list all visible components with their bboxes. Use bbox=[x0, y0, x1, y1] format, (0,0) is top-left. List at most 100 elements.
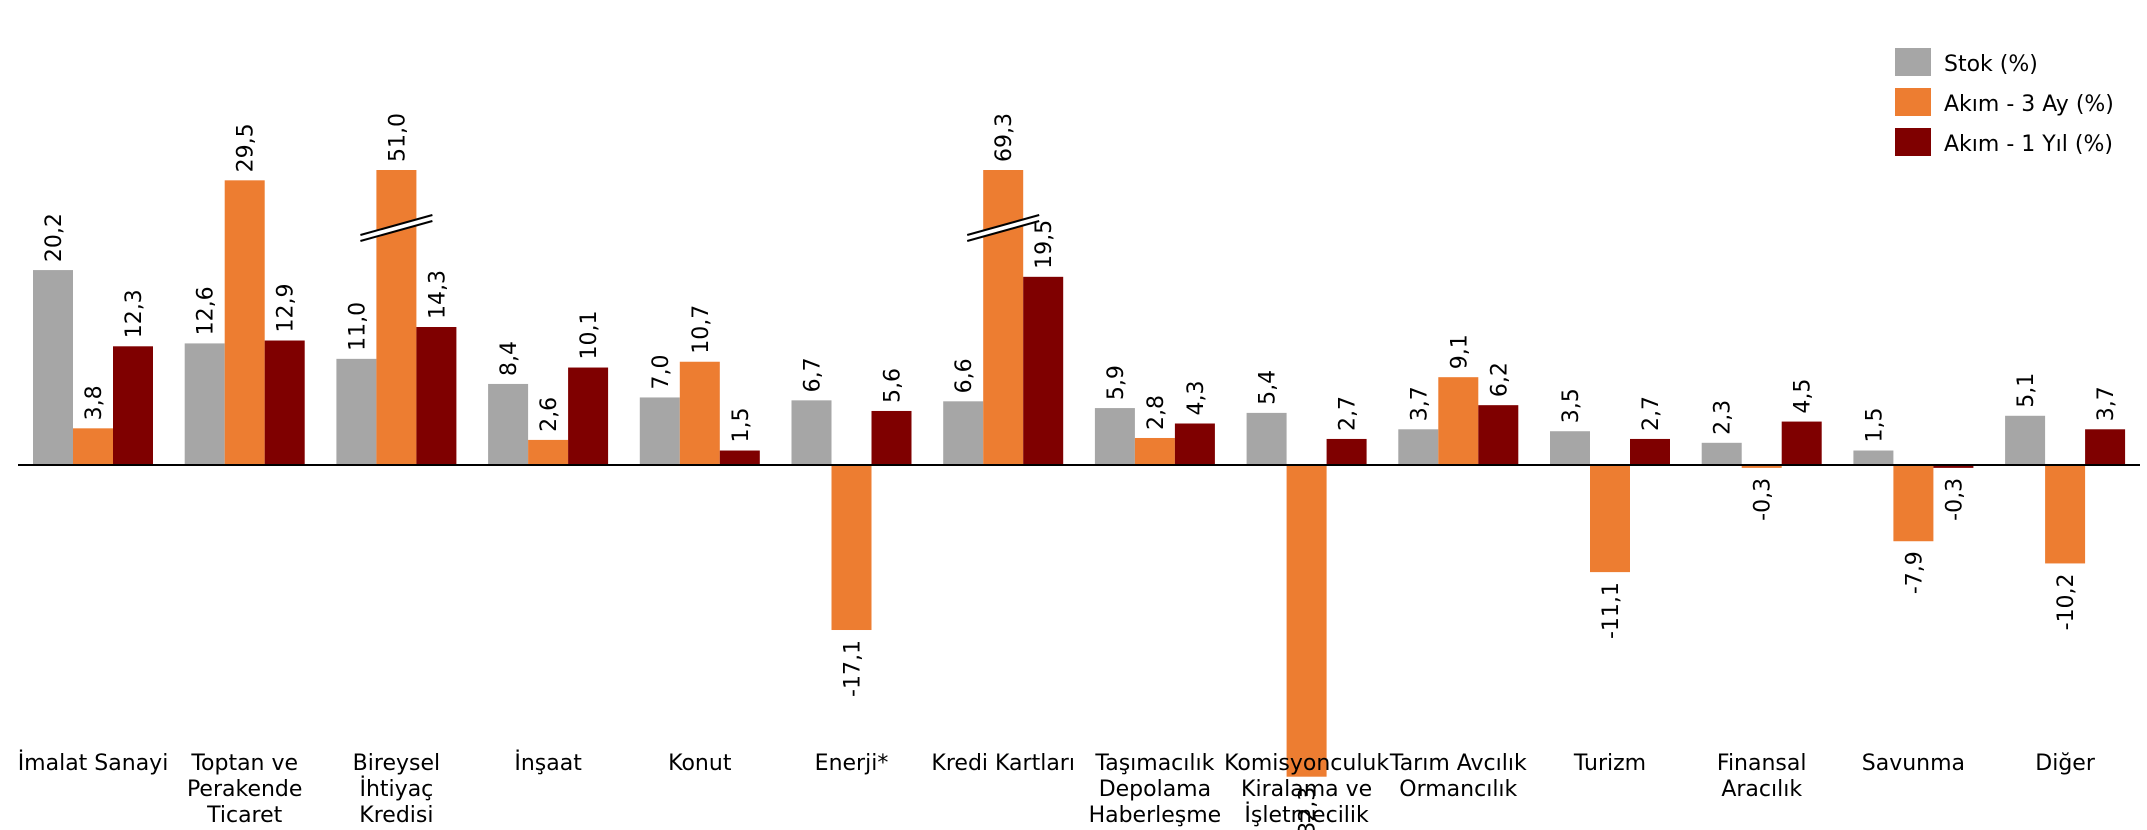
value-label-s2-c6: -17,1 bbox=[841, 640, 866, 697]
value-label-s1-c6: 6,7 bbox=[801, 357, 826, 392]
bar-s1-c5 bbox=[639, 397, 680, 465]
category-label-line: Tarım Avcılık bbox=[1389, 751, 1527, 776]
bar-s1-c12 bbox=[1701, 442, 1742, 465]
value-label-s2-c2: 29,5 bbox=[234, 123, 259, 172]
value-label-s1-c4: 8,4 bbox=[497, 341, 522, 376]
bars-layer bbox=[33, 170, 2126, 777]
category-label-line: Perakende bbox=[187, 777, 302, 802]
category-label-line: Kiralama ve bbox=[1241, 777, 1372, 802]
axis-break-mark bbox=[966, 214, 1040, 242]
category-label-10: Tarım Avcılık Ormancılık bbox=[1389, 751, 1527, 802]
value-label-s2-c10: 9,1 bbox=[1447, 334, 1472, 369]
category-label-line: Turizm bbox=[1573, 751, 1646, 776]
value-label-s3-c8: 4,3 bbox=[1184, 381, 1209, 416]
category-label-11: Turizm bbox=[1573, 751, 1646, 776]
value-label-s2-c1: 3,8 bbox=[82, 385, 107, 420]
value-label-s1-c7: 6,6 bbox=[952, 358, 977, 393]
value-label-s1-c9: 5,4 bbox=[1256, 370, 1281, 405]
value-label-s2-c13: -7,9 bbox=[1902, 551, 1927, 594]
value-label-s2-c8: 2,8 bbox=[1144, 395, 1169, 430]
bar-s3-c2 bbox=[264, 340, 305, 465]
value-label-s3-c4: 10,1 bbox=[577, 311, 602, 360]
legend-item-2: Akım - 3 Ay (%) bbox=[1895, 88, 2114, 117]
category-label-2: Toptan ve Perakende Ticaret bbox=[187, 751, 302, 828]
value-label-s1-c12: 2,3 bbox=[1711, 400, 1736, 435]
break-line bbox=[360, 220, 433, 242]
value-label-s3-c2: 12,9 bbox=[274, 284, 299, 333]
category-label-line: Savunma bbox=[1862, 751, 1965, 776]
category-label-line: Kredi Kartları bbox=[931, 751, 1075, 776]
category-label-13: Savunma bbox=[1862, 751, 1965, 776]
legend-label: Stok (%) bbox=[1944, 52, 2038, 77]
category-label-line: Toptan ve bbox=[190, 751, 298, 776]
bar-s3-c12 bbox=[1781, 421, 1822, 465]
value-label-s2-c4: 2,6 bbox=[537, 397, 562, 432]
value-label-s1-c14: 5,1 bbox=[2014, 373, 2039, 408]
value-label-s1-c3: 11,0 bbox=[345, 302, 370, 351]
category-label-5: Konut bbox=[668, 751, 732, 776]
bar-s2-c9 bbox=[1286, 465, 1327, 777]
bar-s3-c4 bbox=[568, 367, 609, 465]
category-label-12: Finansal Aracılık bbox=[1717, 751, 1807, 802]
value-label-s2-c7: 69,3 bbox=[992, 113, 1017, 162]
bar-s1-c1 bbox=[33, 270, 73, 465]
legend: Stok (%) Akım - 3 Ay (%) Akım - 1 Yıl (%) bbox=[1895, 48, 2114, 157]
bar-s1-c14 bbox=[2005, 415, 2046, 465]
value-label-s3-c13: -0,3 bbox=[1942, 478, 1967, 521]
bar-s1-c6 bbox=[791, 400, 832, 465]
bar-s2-c2 bbox=[224, 180, 265, 465]
bar-s3-c11 bbox=[1630, 438, 1670, 465]
category-label-3: Bireysel İhtiyaç Kredisi bbox=[353, 751, 440, 828]
category-label-line: Ormancılık bbox=[1399, 777, 1517, 802]
value-label-s1-c13: 1,5 bbox=[1862, 408, 1887, 443]
legend-label: Akım - 3 Ay (%) bbox=[1944, 92, 2114, 117]
value-label-s1-c1: 20,2 bbox=[42, 213, 67, 262]
legend-item-1: Stok (%) bbox=[1895, 48, 2038, 77]
value-label-s3-c3: 14,3 bbox=[425, 270, 450, 319]
value-label-s1-c10: 3,7 bbox=[1407, 386, 1432, 421]
bar-s3-c3 bbox=[416, 327, 457, 465]
category-label-1: İmalat Sanayi bbox=[18, 750, 169, 776]
legend-swatch bbox=[1895, 88, 1931, 116]
bar-s2-c13 bbox=[1893, 465, 1934, 542]
bar-s3-c13 bbox=[1933, 465, 1974, 468]
legend-swatch bbox=[1895, 128, 1931, 156]
category-label-line: İnşaat bbox=[514, 750, 582, 776]
category-label-9: Komisyonculuk Kiralama ve İşletmecilik bbox=[1224, 751, 1389, 828]
bar-s2-c11 bbox=[1590, 465, 1630, 573]
bar-s1-c4 bbox=[488, 383, 529, 465]
value-label-s2-c5: 10,7 bbox=[689, 305, 714, 354]
bar-s2-c1 bbox=[73, 428, 113, 465]
category-label-7: Kredi Kartları bbox=[931, 751, 1075, 776]
category-label-8: Taşımacılık Depolama Haberleşme bbox=[1089, 751, 1222, 828]
break-line bbox=[360, 214, 433, 236]
bar-s1-c3 bbox=[336, 358, 377, 465]
legend-label: Akım - 1 Yıl (%) bbox=[1944, 132, 2113, 157]
bar-s1-c10 bbox=[1398, 429, 1439, 465]
category-label-line: Aracılık bbox=[1721, 777, 1802, 802]
bar-s2-c6 bbox=[831, 465, 872, 631]
category-label-line: Finansal bbox=[1717, 751, 1807, 776]
value-label-s2-c12: -0,3 bbox=[1751, 478, 1776, 521]
bar-s2-c12 bbox=[1741, 465, 1782, 468]
category-label-4: İnşaat bbox=[514, 750, 582, 776]
value-label-s1-c5: 7,0 bbox=[649, 354, 674, 389]
break-gap bbox=[360, 215, 433, 241]
bar-s1-c8 bbox=[1094, 408, 1135, 465]
category-label-line: Konut bbox=[668, 751, 732, 776]
bar-s1-c2 bbox=[184, 343, 225, 465]
bar-s3-c5 bbox=[719, 450, 760, 465]
value-label-s3-c7: 19,5 bbox=[1032, 220, 1057, 269]
bar-s3-c14 bbox=[2085, 429, 2126, 465]
bar-s3-c1 bbox=[113, 346, 153, 465]
bar-s2-c10 bbox=[1438, 377, 1479, 465]
value-label-s1-c2: 12,6 bbox=[194, 286, 219, 335]
bar-s2-c8 bbox=[1134, 437, 1175, 465]
value-label-s3-c11: 2,7 bbox=[1639, 396, 1664, 431]
category-label-line: İmalat Sanayi bbox=[18, 750, 169, 776]
bar-s2-c7 bbox=[983, 170, 1024, 465]
bar-s1-c9 bbox=[1246, 412, 1287, 465]
bar-s2-c5 bbox=[679, 361, 720, 465]
category-label-line: Ticaret bbox=[206, 803, 283, 828]
